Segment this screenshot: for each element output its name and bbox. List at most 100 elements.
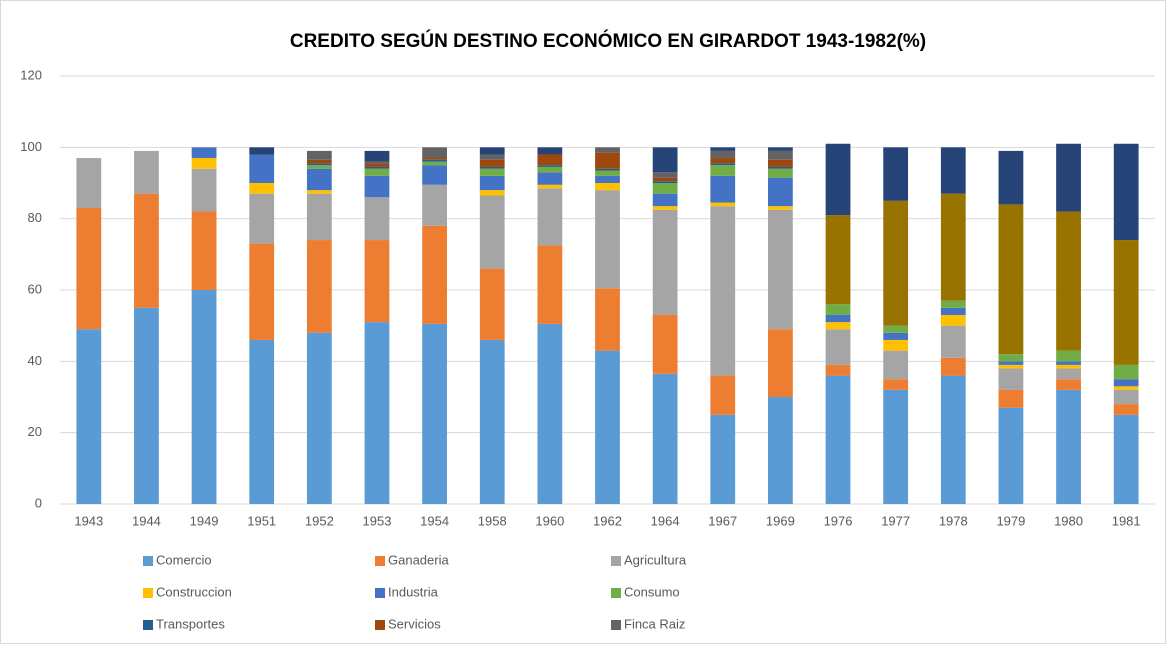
bar-segment	[422, 159, 447, 162]
bar-segment	[768, 147, 793, 151]
bar-segment	[537, 154, 563, 166]
bar-segment	[422, 165, 447, 185]
legend-label: Servicios	[388, 616, 441, 631]
legend-swatch	[611, 620, 621, 630]
bar-segment	[768, 209, 793, 330]
legend-swatch	[611, 588, 621, 598]
bar-segment	[768, 150, 793, 160]
bar-segment	[306, 332, 332, 504]
bar-segment	[537, 188, 563, 246]
bar-segment	[249, 193, 275, 244]
bar-segment	[249, 154, 275, 183]
bar-segment	[479, 159, 505, 167]
x-tick-label: 1964	[651, 513, 680, 528]
x-tick-label: 1976	[824, 513, 853, 528]
y-tick-label: 40	[28, 353, 42, 368]
bar-segment	[940, 300, 966, 308]
bar-segment	[306, 190, 332, 194]
bar-segment	[710, 206, 736, 376]
bar-segment	[479, 339, 505, 504]
bar-segment	[422, 161, 447, 166]
bar-segment	[825, 329, 851, 365]
bar-segment	[652, 177, 678, 182]
legend-swatch	[375, 556, 385, 566]
bar-segment	[306, 240, 332, 333]
bar-segment	[1056, 368, 1081, 380]
bar-segment	[883, 339, 909, 351]
bar-segment	[537, 245, 563, 324]
legend-label: Agricultura	[624, 552, 687, 567]
x-tick-label: 1953	[363, 513, 392, 528]
bar-segment	[479, 166, 505, 169]
bar-segment	[76, 207, 102, 330]
bar-segment	[595, 183, 620, 191]
x-tick-label: 1978	[939, 513, 968, 528]
bar-segment	[940, 314, 966, 326]
bar-segment	[422, 225, 447, 324]
bar-segment	[422, 158, 447, 160]
legend-swatch	[143, 620, 153, 630]
bar-segment	[1056, 364, 1081, 369]
bar-segment	[595, 288, 620, 351]
bar-segment	[998, 150, 1024, 205]
bar-segment	[364, 240, 390, 323]
bar-segment	[710, 414, 736, 504]
bar-segment	[76, 158, 102, 208]
bar-segment	[883, 350, 909, 380]
bar-segment	[1056, 361, 1081, 365]
legend-label: Ganaderia	[388, 552, 449, 567]
bar-segment	[306, 150, 332, 160]
bar-segment	[479, 195, 505, 269]
x-tick-label: 1943	[74, 513, 103, 528]
bar-segment	[249, 147, 275, 155]
bar-segment	[422, 323, 447, 504]
bar-segment	[537, 147, 563, 155]
bar-segment	[479, 175, 505, 191]
y-tick-label: 120	[20, 67, 42, 82]
legend-label: Industria	[388, 584, 439, 599]
bar-segment	[595, 147, 620, 153]
y-tick-label: 0	[35, 495, 42, 510]
bar-segment	[306, 193, 332, 241]
legend-swatch	[375, 620, 385, 630]
bar-segment	[1113, 404, 1139, 415]
bar-segment	[825, 215, 851, 305]
bar-segment	[595, 152, 620, 169]
bar-segment	[537, 172, 563, 185]
bar-segment	[191, 290, 217, 504]
bar-segment	[825, 143, 851, 216]
bar-segment	[652, 314, 678, 374]
x-tick-label: 1969	[766, 513, 795, 528]
bar-segment	[364, 175, 390, 198]
x-tick-label: 1981	[1112, 513, 1141, 528]
bar-segment	[710, 163, 736, 166]
bar-segment	[998, 368, 1024, 390]
bar-segment	[364, 163, 390, 167]
bar-segment	[768, 168, 793, 178]
bar-segment	[306, 165, 332, 169]
bar-segment	[710, 147, 736, 151]
bar-segment	[652, 193, 678, 207]
legend-label: Construccion	[156, 584, 232, 599]
bar-segment	[134, 307, 159, 504]
legend-label: Comercio	[156, 552, 212, 567]
y-tick-label: 80	[28, 210, 42, 225]
bar-segment	[768, 397, 793, 504]
bar-segment	[595, 175, 620, 183]
bar-segment	[1056, 389, 1081, 504]
bar-segment	[652, 181, 678, 183]
x-tick-label: 1951	[247, 513, 276, 528]
bar-segment	[768, 329, 793, 397]
bar-segment	[364, 150, 390, 162]
bar-segment	[652, 209, 678, 315]
bar-segment	[479, 147, 505, 155]
bar-segment	[537, 323, 563, 504]
bar-segment	[825, 375, 851, 504]
x-tick-label: 1977	[881, 513, 910, 528]
bar-segment	[710, 202, 736, 207]
x-tick-label: 1967	[708, 513, 737, 528]
bar-segment	[479, 168, 505, 176]
bar-segment	[249, 183, 275, 194]
x-tick-label: 1980	[1054, 513, 1083, 528]
